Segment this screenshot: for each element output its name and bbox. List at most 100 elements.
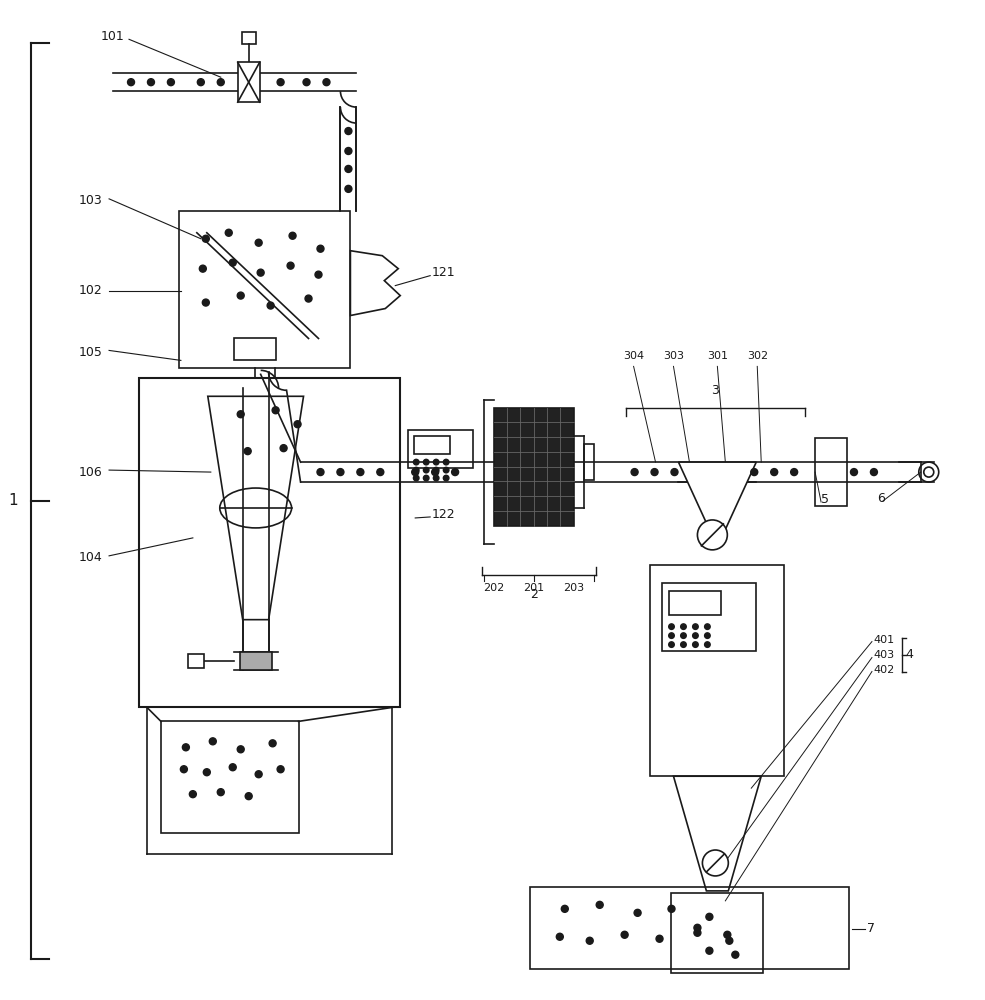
Circle shape: [681, 624, 687, 629]
Circle shape: [561, 905, 568, 912]
Circle shape: [732, 951, 739, 958]
Circle shape: [770, 469, 778, 476]
Circle shape: [345, 128, 352, 135]
Text: 3: 3: [711, 384, 719, 397]
Circle shape: [127, 79, 135, 86]
Circle shape: [443, 467, 449, 473]
Bar: [584, 444, 594, 480]
Text: 102: 102: [79, 284, 102, 297]
Circle shape: [277, 79, 284, 86]
Circle shape: [433, 459, 439, 465]
Text: 1: 1: [9, 493, 18, 508]
Circle shape: [199, 265, 206, 272]
Circle shape: [317, 469, 324, 476]
Circle shape: [631, 469, 638, 476]
Circle shape: [412, 469, 419, 476]
Circle shape: [704, 642, 710, 647]
Circle shape: [230, 259, 236, 266]
Bar: [139, 378, 400, 707]
Circle shape: [315, 271, 322, 278]
Polygon shape: [351, 251, 400, 316]
Circle shape: [180, 766, 187, 773]
Text: 101: 101: [101, 30, 125, 43]
Circle shape: [345, 165, 352, 172]
Bar: [649, 565, 784, 776]
Circle shape: [377, 469, 384, 476]
Circle shape: [651, 469, 658, 476]
Circle shape: [433, 475, 439, 481]
Circle shape: [622, 931, 628, 938]
Circle shape: [257, 269, 264, 276]
Circle shape: [671, 469, 678, 476]
Text: 4: 4: [906, 648, 914, 661]
Circle shape: [706, 913, 713, 920]
Polygon shape: [674, 776, 761, 891]
Polygon shape: [679, 462, 756, 547]
Circle shape: [697, 520, 727, 550]
Circle shape: [148, 79, 155, 86]
Circle shape: [230, 764, 236, 771]
Circle shape: [317, 245, 324, 252]
Text: 121: 121: [432, 266, 456, 279]
Polygon shape: [208, 396, 303, 620]
Text: 106: 106: [79, 466, 102, 479]
Circle shape: [323, 79, 330, 86]
Circle shape: [202, 299, 209, 306]
Circle shape: [692, 642, 698, 647]
Circle shape: [669, 633, 675, 638]
Bar: [408, 430, 473, 468]
Circle shape: [289, 232, 296, 239]
Circle shape: [237, 746, 244, 753]
Circle shape: [704, 624, 710, 629]
Text: 6: 6: [877, 492, 885, 505]
Circle shape: [414, 475, 419, 481]
Circle shape: [255, 771, 262, 778]
Circle shape: [244, 448, 251, 455]
Circle shape: [668, 905, 675, 912]
Circle shape: [245, 793, 252, 800]
Circle shape: [634, 909, 641, 916]
Circle shape: [443, 459, 449, 465]
Circle shape: [443, 475, 449, 481]
Text: 301: 301: [707, 351, 728, 361]
Circle shape: [431, 469, 438, 476]
Text: 304: 304: [624, 351, 644, 361]
Circle shape: [557, 933, 563, 940]
Text: 202: 202: [484, 583, 504, 593]
Circle shape: [702, 850, 728, 876]
Circle shape: [255, 239, 262, 246]
Circle shape: [237, 292, 244, 299]
Text: 122: 122: [432, 508, 456, 521]
Text: 403: 403: [874, 650, 895, 660]
Bar: [494, 408, 574, 526]
Circle shape: [669, 642, 675, 647]
Circle shape: [681, 633, 687, 638]
Circle shape: [451, 469, 459, 476]
Bar: [161, 721, 298, 833]
Circle shape: [726, 937, 733, 944]
Circle shape: [669, 624, 675, 629]
Circle shape: [197, 79, 204, 86]
Circle shape: [791, 469, 798, 476]
Circle shape: [414, 459, 419, 465]
Circle shape: [218, 789, 225, 796]
Circle shape: [693, 924, 701, 931]
Circle shape: [692, 633, 698, 638]
Bar: [179, 211, 351, 368]
Circle shape: [226, 229, 232, 236]
Circle shape: [272, 407, 279, 414]
Circle shape: [433, 467, 439, 473]
Circle shape: [277, 766, 284, 773]
Circle shape: [704, 633, 710, 638]
Circle shape: [295, 421, 301, 428]
Bar: [233, 338, 276, 360]
Text: 104: 104: [79, 551, 102, 564]
Circle shape: [269, 740, 276, 747]
Text: 302: 302: [747, 351, 768, 361]
Bar: [816, 438, 847, 506]
Circle shape: [692, 624, 698, 629]
Bar: [188, 654, 204, 668]
Circle shape: [424, 467, 429, 473]
Circle shape: [706, 947, 713, 954]
Bar: [530, 887, 849, 969]
